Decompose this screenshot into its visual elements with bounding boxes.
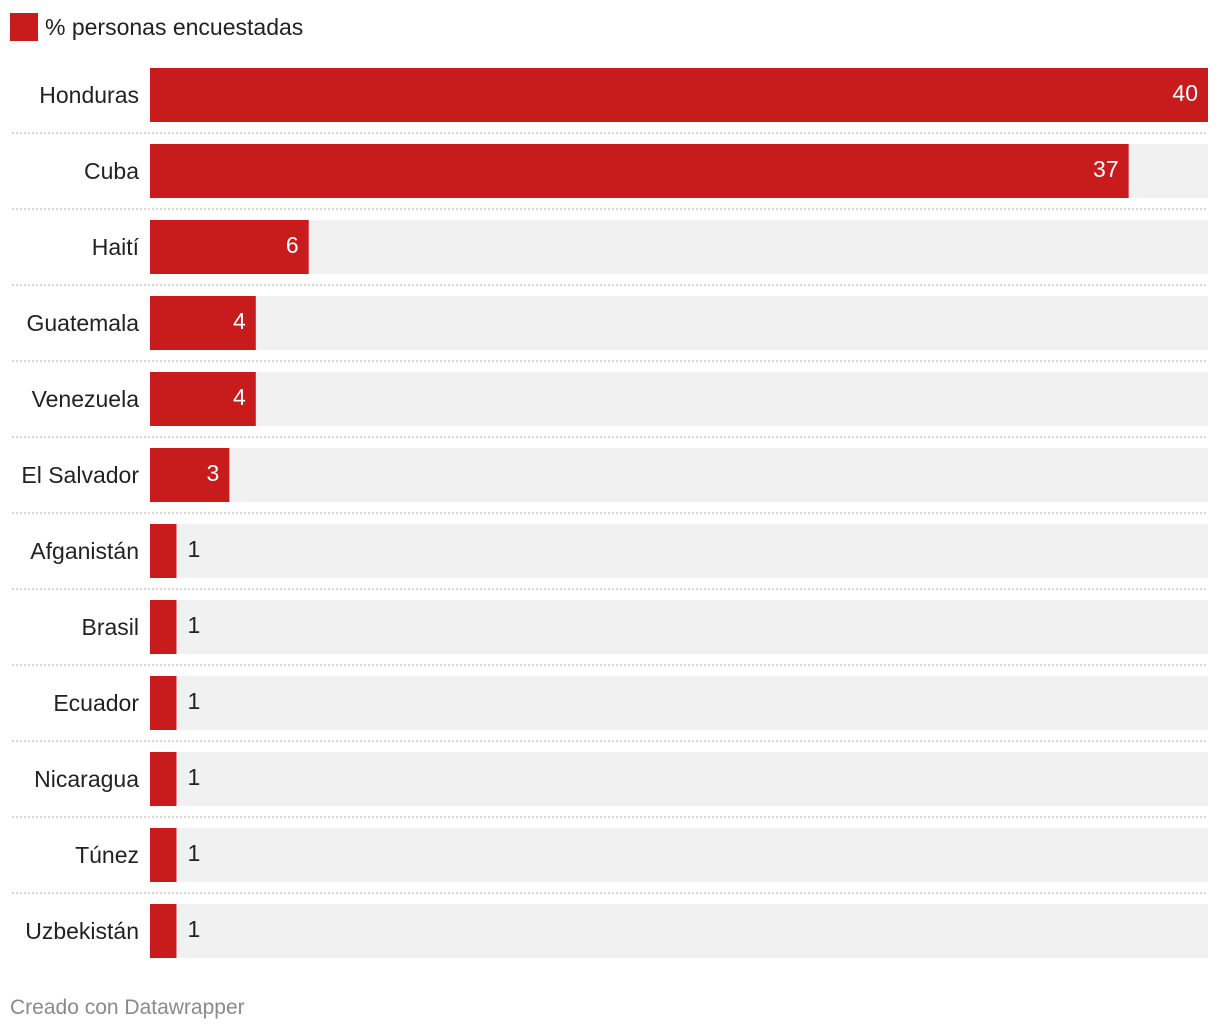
bar xyxy=(150,904,177,958)
bar xyxy=(150,524,177,578)
value-label: 1 xyxy=(187,764,200,790)
category-label: Haití xyxy=(92,234,140,260)
value-label: 37 xyxy=(1093,156,1119,182)
category-label: Guatemala xyxy=(26,310,139,336)
category-label: Cuba xyxy=(84,158,139,184)
bar-chart: Honduras 40 Cuba 37 Haití 6 Guatemala 4 Venezuel… xyxy=(12,68,1208,958)
legend-label: % personas encuestadas xyxy=(45,14,304,40)
bar xyxy=(150,828,177,882)
bar-track xyxy=(150,904,1208,958)
bar-track xyxy=(150,752,1208,806)
category-label: Uzbekistán xyxy=(25,918,139,944)
value-label: 1 xyxy=(187,840,200,866)
value-label: 40 xyxy=(1172,80,1198,106)
value-label: 6 xyxy=(286,232,299,258)
category-label: Túnez xyxy=(75,842,139,868)
value-label: 1 xyxy=(187,916,200,942)
category-label: Venezuela xyxy=(32,386,140,412)
bar xyxy=(150,144,1129,198)
category-label: Nicaragua xyxy=(34,766,139,792)
bar xyxy=(150,68,1208,122)
bar-track xyxy=(150,676,1208,730)
value-label: 1 xyxy=(187,612,200,638)
category-label: Brasil xyxy=(81,614,139,640)
footer-credit[interactable]: Creado con Datawrapper xyxy=(10,996,245,1019)
bar-track xyxy=(150,828,1208,882)
category-label: Afganistán xyxy=(30,538,139,564)
bar-track xyxy=(150,524,1208,578)
category-label: Honduras xyxy=(39,82,139,108)
bar-track xyxy=(150,372,1208,426)
bar-track xyxy=(150,448,1208,502)
bar xyxy=(150,372,256,426)
bar-track xyxy=(150,220,1208,274)
bar xyxy=(150,600,177,654)
legend: % personas encuestadas xyxy=(10,12,303,42)
value-label: 4 xyxy=(233,384,246,410)
bar xyxy=(150,296,256,350)
category-label: El Salvador xyxy=(21,462,139,488)
bar xyxy=(150,220,309,274)
category-label: Ecuador xyxy=(53,690,139,716)
bar-track xyxy=(150,296,1208,350)
bar-track xyxy=(150,600,1208,654)
bar xyxy=(150,752,177,806)
value-label: 3 xyxy=(207,460,220,486)
value-label: 4 xyxy=(233,308,246,334)
bar xyxy=(150,676,177,730)
legend-swatch xyxy=(10,13,38,41)
value-label: 1 xyxy=(187,536,200,562)
bar xyxy=(150,448,230,502)
value-label: 1 xyxy=(187,688,200,714)
